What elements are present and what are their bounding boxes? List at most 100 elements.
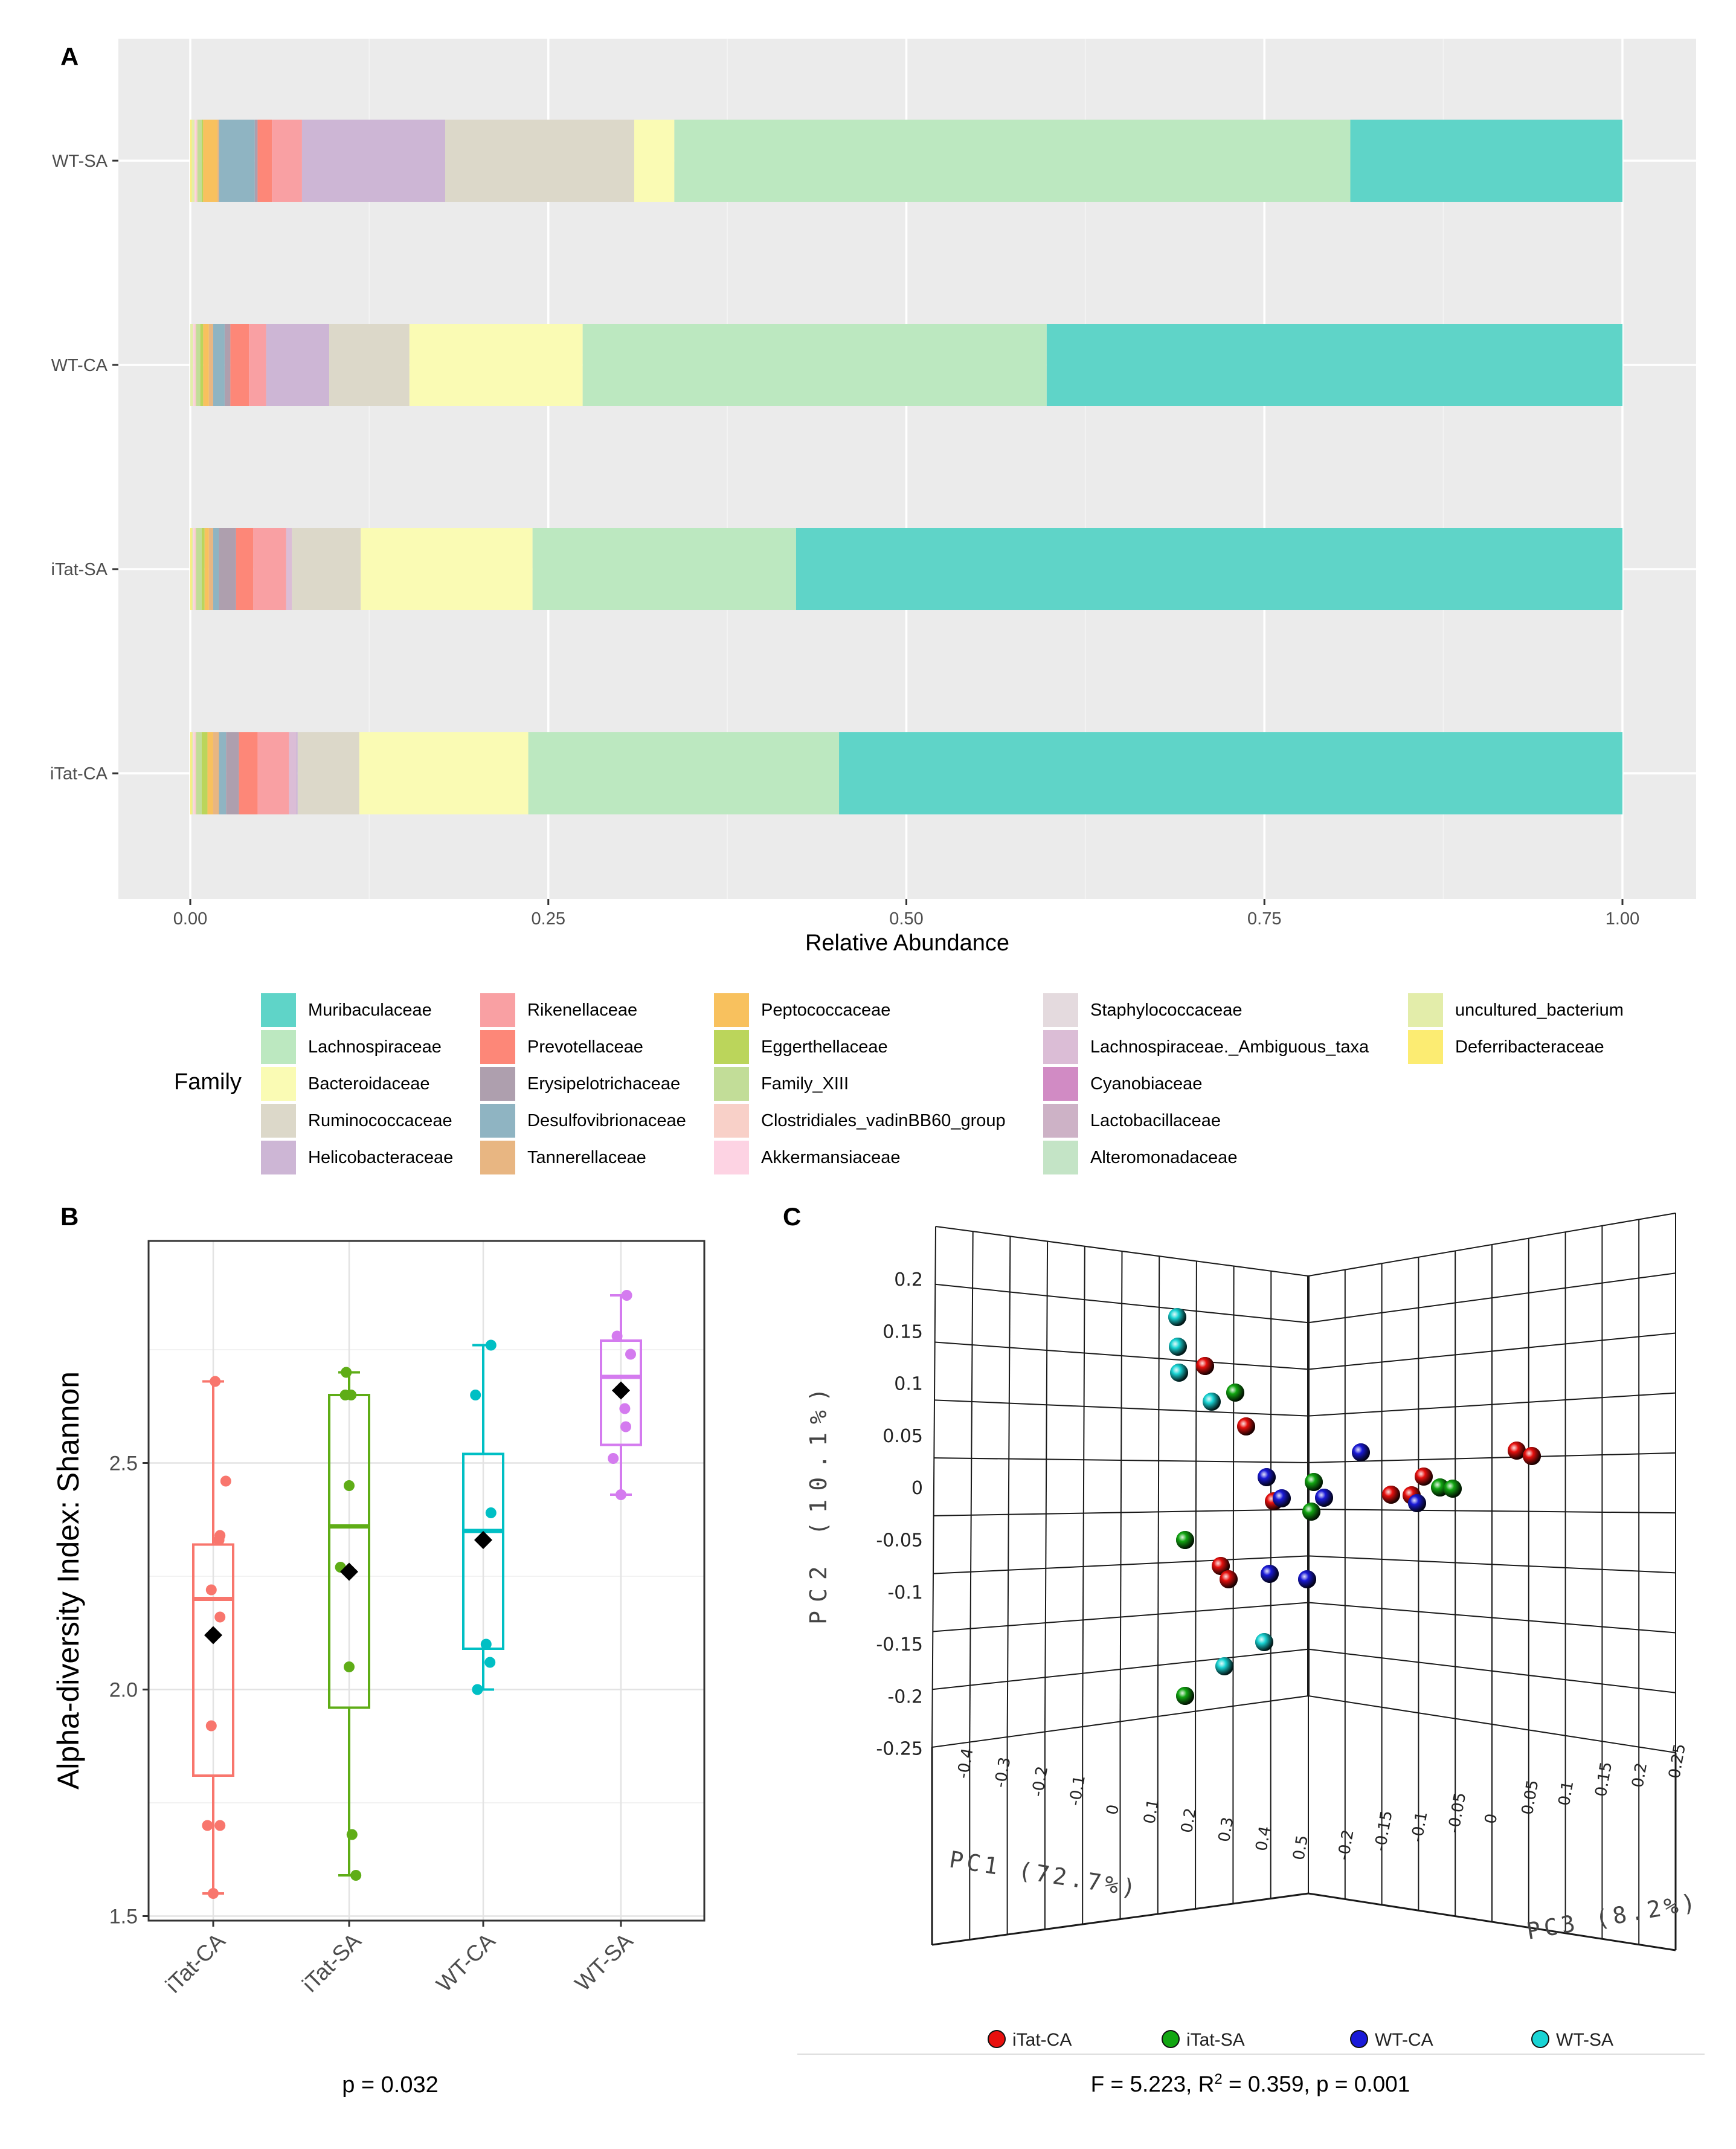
sample-point-shading bbox=[1176, 1531, 1194, 1549]
data-point bbox=[208, 1888, 219, 1899]
pc3-tick-label: 0 bbox=[1482, 1812, 1501, 1826]
sample-point-shading bbox=[1169, 1338, 1187, 1356]
grid-line bbox=[1308, 1555, 1676, 1574]
grid-line bbox=[1082, 1246, 1085, 1727]
sample-point bbox=[1415, 1468, 1433, 1486]
legend-swatch bbox=[480, 993, 515, 1027]
pc2-tick-label: -0.15 bbox=[876, 1634, 923, 1655]
legend-label: Rikenellaceae bbox=[527, 1000, 638, 1020]
bar-segment bbox=[204, 528, 209, 610]
bar-segment bbox=[193, 732, 195, 814]
legend-label: WT-SA bbox=[1556, 2030, 1613, 2050]
legend-swatch bbox=[714, 1141, 749, 1174]
box-iqr bbox=[462, 1452, 504, 1650]
data-point bbox=[220, 1475, 231, 1487]
bar-segment bbox=[191, 120, 195, 202]
sample-point bbox=[1265, 1492, 1283, 1510]
pc2-tick-label: 0 bbox=[911, 1478, 923, 1499]
sample-point-shading bbox=[1298, 1570, 1316, 1588]
bar-segment bbox=[193, 528, 195, 610]
bar-segment bbox=[219, 732, 227, 814]
legend-item: Akkermansiaceae bbox=[714, 1141, 901, 1174]
pc3-tick-label: -0.05 bbox=[1445, 1791, 1470, 1834]
legend-item: Lachnospiraceae bbox=[261, 1030, 442, 1064]
pc3-axis-title: PC3 (8.2%) bbox=[1525, 1888, 1701, 1944]
sample-point-shading bbox=[1302, 1503, 1320, 1521]
sample-point-shading bbox=[1352, 1443, 1370, 1461]
data-point bbox=[620, 1421, 631, 1432]
x-tick-label: 0.50 bbox=[889, 909, 923, 929]
legend-label: Cyanobiaceae bbox=[1090, 1074, 1203, 1094]
bar-segment bbox=[194, 732, 196, 814]
grid-line bbox=[1308, 1332, 1676, 1370]
legend-swatch bbox=[714, 1030, 749, 1064]
bar-stack-iTat-SA bbox=[190, 528, 1622, 610]
bar-segment bbox=[194, 528, 196, 610]
grid-line bbox=[1044, 1241, 1049, 1732]
grid-line bbox=[934, 1457, 1309, 1463]
data-point bbox=[205, 1584, 217, 1596]
stacked-bar-chart: WT-SA WT-CA iTat-SA iTat-CA 0.00 0.25 0.50 0.75… bbox=[50, 39, 1696, 956]
data-point bbox=[350, 1870, 362, 1881]
bar-stacks bbox=[190, 120, 1622, 814]
legend-item: uncultured_bacterium bbox=[1408, 993, 1624, 1027]
data-point bbox=[470, 1390, 481, 1400]
y-tick-label: 1.5 bbox=[109, 1906, 138, 1928]
y-tick-label: iTat-SA bbox=[51, 560, 108, 579]
x-tick-label: 1.00 bbox=[1606, 909, 1639, 929]
data-point bbox=[339, 1390, 351, 1400]
pc1-tick-label: -0.3 bbox=[991, 1756, 1014, 1789]
y-tick-label: WT-SA bbox=[52, 152, 108, 171]
legend-item: Rikenellaceae bbox=[480, 993, 637, 1027]
sample-point-shading bbox=[1215, 1657, 1233, 1675]
x-tick-label: 0.00 bbox=[173, 909, 207, 929]
sample-point-shading bbox=[1415, 1468, 1433, 1486]
legend-marker bbox=[1162, 2030, 1180, 2048]
bar-segment bbox=[196, 120, 198, 202]
pc1-tick-label: -0.1 bbox=[1066, 1774, 1089, 1807]
data-point bbox=[214, 1530, 226, 1541]
sample-point bbox=[1352, 1443, 1370, 1461]
bar-segment bbox=[230, 324, 249, 406]
sample-point bbox=[1403, 1486, 1421, 1504]
pc2-tick-label: 0.1 bbox=[894, 1374, 923, 1395]
legend-label: Tannerellaceae bbox=[527, 1147, 646, 1167]
data-point bbox=[346, 1829, 358, 1840]
legend-label: Lachnospiraceae._Ambiguous_taxa bbox=[1090, 1037, 1369, 1057]
plot-border bbox=[147, 1240, 706, 1922]
y-tick-label: 2.5 bbox=[109, 1452, 138, 1475]
y-tick-label: WT-CA bbox=[51, 356, 108, 375]
legend-label: Akkermansiaceae bbox=[761, 1147, 901, 1167]
bar-segment bbox=[203, 120, 218, 202]
legend-label: WT-CA bbox=[1375, 2030, 1433, 2050]
legend-marker bbox=[1350, 2030, 1368, 2048]
pc1-tick-label: -0.4 bbox=[954, 1747, 977, 1780]
data-point bbox=[485, 1507, 497, 1518]
3d-grid-frame bbox=[931, 1213, 1677, 1951]
grid-lines bbox=[149, 1241, 704, 1921]
sample-points bbox=[1168, 1308, 1541, 1705]
sample-point-shading bbox=[1168, 1308, 1186, 1326]
pc3-tick-label: 0.1 bbox=[1555, 1779, 1578, 1807]
bar-segment bbox=[286, 528, 292, 610]
sample-point-shading bbox=[1220, 1570, 1238, 1588]
bar-segment bbox=[194, 120, 196, 202]
pc2-tick-label: 0.05 bbox=[882, 1426, 923, 1447]
bar-stack-iTat-CA bbox=[190, 732, 1622, 814]
legend-label: Bacteroidaceae bbox=[308, 1074, 430, 1094]
bar-segment bbox=[674, 120, 1351, 202]
sample-point-shading bbox=[1382, 1486, 1400, 1504]
legend-swatch bbox=[1043, 993, 1078, 1027]
legend-item: Clostridiales_vadinBB60_group bbox=[714, 1104, 1006, 1138]
bar-segment bbox=[839, 732, 1622, 814]
bar-segment bbox=[409, 324, 583, 406]
y-tick-label: iTat-CA bbox=[50, 764, 108, 784]
legend-item: Cyanobiaceae bbox=[1043, 1067, 1202, 1101]
bar-segment bbox=[329, 324, 410, 406]
sample-point bbox=[1220, 1570, 1238, 1588]
panel-label-b: B bbox=[60, 1202, 79, 1231]
legend-item: Alteromonadaceae bbox=[1043, 1141, 1237, 1174]
bar-segment bbox=[208, 528, 213, 610]
pc1-tick-label: 0 bbox=[1103, 1803, 1122, 1817]
legend-label: Family_XIII bbox=[761, 1074, 849, 1094]
